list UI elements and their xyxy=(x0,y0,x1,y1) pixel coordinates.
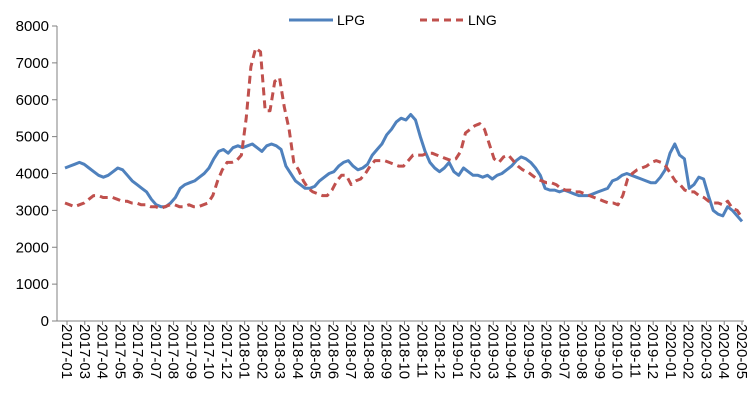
x-tick-label: 2018-11 xyxy=(413,324,430,378)
x-tick-label: 2020-03 xyxy=(697,324,714,379)
x-tick-label: 2018-12 xyxy=(431,324,448,379)
x-tick-label: 2018-07 xyxy=(342,324,359,379)
x-tick-label: 2019-01 xyxy=(449,324,466,379)
y-tick-label: 5000 xyxy=(16,129,49,146)
y-tick-label: 1000 xyxy=(16,276,49,293)
x-tick-label: 2017-06 xyxy=(129,324,146,379)
x-tick-label: 2019-06 xyxy=(538,324,555,379)
x-tick-label: 2018-09 xyxy=(378,324,395,379)
x-tick-label: 2017-12 xyxy=(218,324,235,379)
series-line-lng xyxy=(64,46,744,219)
x-tick-label: 2019-07 xyxy=(555,324,572,379)
y-axis: 0 1000 2000 3000 4000 5000 6000 7000 8000 xyxy=(16,18,58,330)
x-tick-label: 2020-04 xyxy=(715,324,732,379)
x-tick-label: 2020-01 xyxy=(662,324,679,379)
x-tick-label: 2019-08 xyxy=(573,324,590,379)
x-tick-label: 2018-01 xyxy=(236,324,253,379)
y-tick-label: 4000 xyxy=(16,166,49,183)
x-tick-label: 2017-07 xyxy=(147,324,164,379)
y-tick-label: 0 xyxy=(41,313,49,330)
x-tick-label: 2018-04 xyxy=(289,324,306,379)
x-tick-label: 2017-05 xyxy=(111,324,128,379)
x-tick-label: 2017-09 xyxy=(182,324,199,379)
x-tick-label: 2019-05 xyxy=(520,324,537,379)
x-tick-label: 2017-10 xyxy=(200,324,217,379)
x-tick-label: 2017-01 xyxy=(58,324,75,379)
legend: LPG LNG xyxy=(289,12,497,28)
y-tick-label: 2000 xyxy=(16,239,49,256)
x-tick-label: 2019-11 xyxy=(626,324,643,378)
y-tick-label: 8000 xyxy=(16,18,49,35)
x-tick-label: 2018-10 xyxy=(396,324,413,379)
x-tick-label: 2019-04 xyxy=(502,324,519,379)
x-axis: 2017-01 2017-03 2017-04 2017-05 2017-06 2017-… xyxy=(57,320,748,379)
legend-label-lpg: LPG xyxy=(337,12,365,28)
x-tick-label: 2018-02 xyxy=(253,324,270,379)
y-tick-label: 6000 xyxy=(16,92,49,109)
x-tick-label: 2019-10 xyxy=(609,324,626,379)
x-tick-label: 2017-03 xyxy=(76,324,93,379)
y-tick-label: 3000 xyxy=(16,202,49,219)
x-tick-label: 2018-05 xyxy=(307,324,324,379)
x-tick-label: 2018-08 xyxy=(360,324,377,379)
x-tick-label: 2019-02 xyxy=(467,324,484,379)
x-tick-label: 2018-03 xyxy=(271,324,288,379)
series-layer xyxy=(64,46,744,223)
x-tick-label: 2019-09 xyxy=(591,324,608,379)
series-line-lpg xyxy=(64,113,744,223)
x-tick-label: 2017-04 xyxy=(94,324,111,379)
x-tick-label: 2018-06 xyxy=(324,324,341,379)
x-tick-label: 2019-12 xyxy=(644,324,661,379)
x-tick-label: 2020-05 xyxy=(733,324,748,379)
legend-label-lng: LNG xyxy=(468,12,497,28)
y-tick-label: 7000 xyxy=(16,55,49,72)
x-tick-label: 2020-02 xyxy=(680,324,697,379)
x-tick-label: 2017-08 xyxy=(165,324,182,379)
x-tick-label: 2019-03 xyxy=(484,324,501,379)
